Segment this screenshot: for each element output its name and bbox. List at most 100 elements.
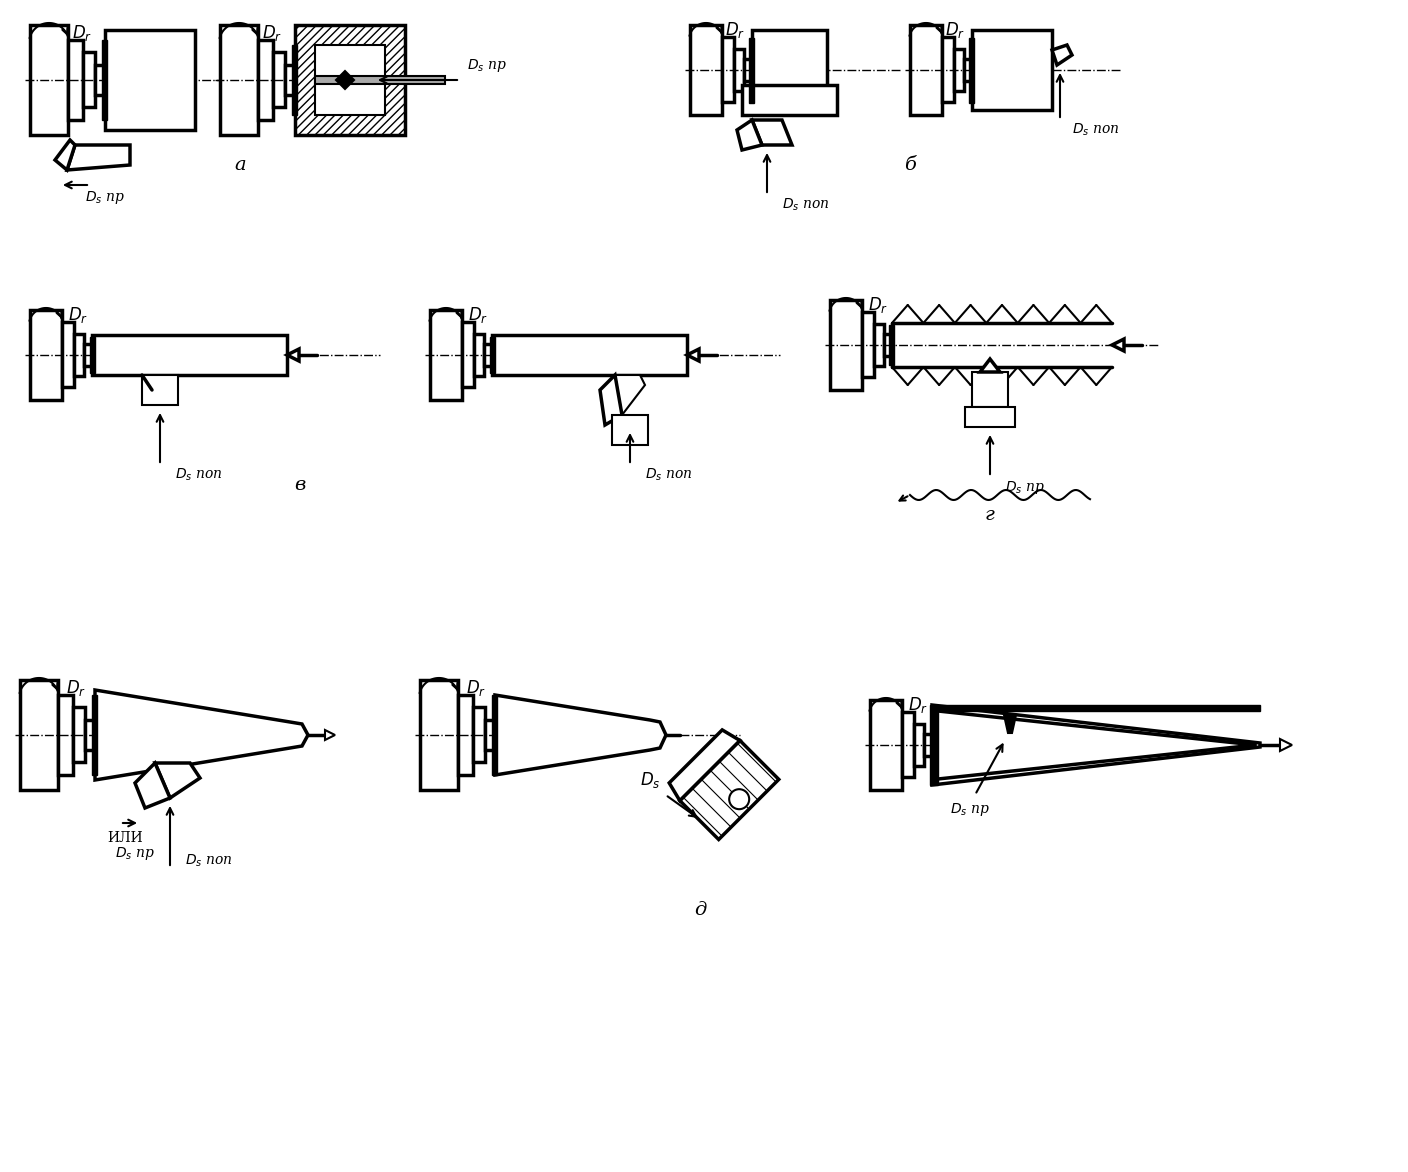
- Bar: [964, 407, 1015, 427]
- Bar: [862, 312, 874, 377]
- Text: $D_s$ поп: $D_s$ поп: [1071, 122, 1119, 138]
- Bar: [429, 311, 462, 400]
- Text: $D_r$: $D_r$: [466, 677, 486, 699]
- Bar: [106, 30, 194, 130]
- Bar: [903, 713, 914, 777]
- Polygon shape: [337, 71, 353, 89]
- Text: $D_s$ пр: $D_s$ пр: [115, 845, 155, 861]
- Text: б: б: [904, 156, 917, 173]
- Text: $D_s$ поп: $D_s$ поп: [175, 466, 222, 483]
- Bar: [296, 25, 406, 135]
- Text: $D_r$: $D_r$: [725, 20, 745, 40]
- Bar: [931, 706, 938, 785]
- Bar: [142, 375, 177, 406]
- Bar: [84, 720, 94, 750]
- Bar: [20, 680, 58, 790]
- Polygon shape: [687, 349, 698, 361]
- Bar: [458, 695, 473, 775]
- Bar: [291, 45, 297, 115]
- Polygon shape: [1280, 740, 1293, 751]
- Text: $D_r$: $D_r$: [262, 23, 282, 43]
- Bar: [942, 38, 955, 102]
- Bar: [722, 38, 734, 102]
- Bar: [969, 38, 974, 103]
- Bar: [273, 52, 284, 107]
- Polygon shape: [68, 145, 130, 170]
- Text: ИЛИ: ИЛИ: [107, 831, 142, 845]
- Text: $D_r$: $D_r$: [68, 305, 89, 325]
- Bar: [75, 334, 84, 376]
- Bar: [101, 40, 107, 120]
- Polygon shape: [135, 763, 170, 808]
- Bar: [30, 25, 68, 135]
- Text: д: д: [694, 901, 707, 919]
- Bar: [473, 707, 484, 762]
- Bar: [955, 49, 964, 91]
- Bar: [484, 720, 496, 750]
- Text: $D_r$: $D_r$: [467, 305, 489, 325]
- Bar: [284, 64, 296, 95]
- Text: $D_s$ поп: $D_s$ поп: [184, 853, 232, 870]
- Bar: [73, 707, 84, 762]
- Text: $D_r$: $D_r$: [908, 695, 928, 715]
- Polygon shape: [736, 120, 762, 150]
- Bar: [84, 345, 92, 366]
- Bar: [874, 323, 884, 366]
- Text: $D_s$ пр: $D_s$ пр: [1005, 478, 1045, 496]
- Bar: [964, 59, 972, 81]
- Bar: [491, 695, 497, 775]
- Bar: [490, 338, 496, 373]
- Bar: [30, 311, 62, 400]
- Bar: [910, 25, 942, 115]
- Bar: [752, 30, 826, 110]
- Polygon shape: [1004, 715, 1017, 732]
- Text: $D_r$: $D_r$: [945, 20, 964, 40]
- Polygon shape: [600, 375, 622, 425]
- Bar: [749, 38, 755, 103]
- Bar: [92, 335, 287, 375]
- Bar: [734, 49, 743, 91]
- Bar: [94, 64, 106, 95]
- Polygon shape: [155, 763, 200, 798]
- Bar: [220, 25, 258, 135]
- Bar: [315, 76, 445, 84]
- Bar: [742, 86, 836, 115]
- Polygon shape: [325, 730, 335, 740]
- Text: в: в: [294, 476, 306, 495]
- Bar: [92, 695, 97, 775]
- Polygon shape: [980, 359, 1000, 372]
- Text: а: а: [234, 156, 246, 173]
- Bar: [870, 700, 903, 790]
- Polygon shape: [669, 730, 739, 800]
- Text: $D_r$: $D_r$: [66, 677, 86, 699]
- Text: $D_s$ пр: $D_s$ пр: [950, 800, 990, 818]
- Bar: [491, 335, 687, 375]
- Bar: [914, 724, 924, 766]
- Polygon shape: [496, 695, 666, 775]
- Bar: [690, 25, 722, 115]
- Text: $D_s$ пр: $D_s$ пр: [467, 57, 507, 75]
- Bar: [888, 325, 894, 364]
- Polygon shape: [55, 139, 75, 170]
- Polygon shape: [1112, 339, 1124, 350]
- Bar: [62, 322, 75, 387]
- Bar: [484, 345, 491, 366]
- Polygon shape: [615, 375, 645, 415]
- Bar: [462, 322, 474, 387]
- Polygon shape: [752, 120, 791, 145]
- Bar: [68, 40, 83, 120]
- Bar: [612, 415, 648, 445]
- Polygon shape: [680, 741, 779, 839]
- Circle shape: [729, 789, 749, 809]
- Bar: [474, 334, 484, 376]
- Bar: [884, 334, 893, 356]
- Bar: [972, 30, 1052, 110]
- Bar: [829, 300, 862, 390]
- Text: г: г: [986, 506, 995, 524]
- Polygon shape: [972, 372, 1008, 407]
- Bar: [743, 59, 752, 81]
- Polygon shape: [287, 349, 298, 361]
- Bar: [932, 706, 1260, 711]
- Text: $D_s$ пр: $D_s$ пр: [84, 190, 125, 206]
- Text: $D_s$: $D_s$: [639, 770, 660, 790]
